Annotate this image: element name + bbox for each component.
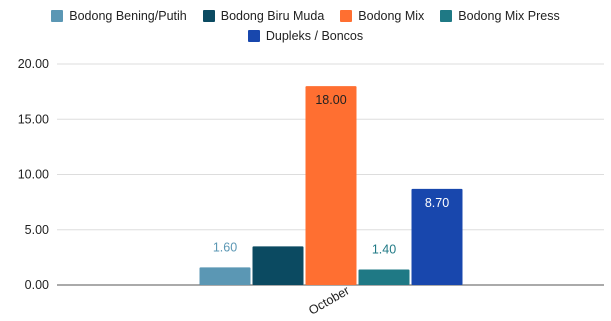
legend-label: Dupleks / Boncos — [265, 29, 364, 43]
legend-item: Bodong Mix Press — [440, 9, 560, 23]
y-tick-label: 0.00 — [25, 278, 49, 292]
legend-swatch — [51, 10, 64, 22]
bar — [199, 267, 251, 285]
legend-swatch — [247, 30, 260, 42]
y-tick-label: 20.00 — [18, 57, 49, 71]
legend-item: Bodong Biru Muda — [202, 9, 325, 23]
bar — [305, 86, 357, 285]
y-tick-label: 5.00 — [25, 223, 49, 237]
legend-label: Bodong Biru Muda — [220, 9, 325, 23]
y-tick-label: 10.00 — [18, 168, 49, 182]
x-tick-label: October — [306, 283, 352, 317]
legend-swatch — [440, 10, 453, 22]
legend-item: Bodong Mix — [340, 9, 424, 23]
data-label: 18.00 — [315, 93, 346, 107]
legend-label: Bodong Mix — [358, 9, 425, 23]
chart-legend: Bodong Bening/Putih Bodong Biru Muda Bodon… — [0, 6, 611, 46]
legend-item: Dupleks / Boncos — [247, 29, 364, 43]
legend-row: Bodong Bening/Putih Bodong Biru Muda Bodon… — [0, 6, 611, 26]
data-label: 8.70 — [425, 196, 449, 210]
legend-label: Bodong Mix Press — [458, 9, 560, 23]
legend-label: Bodong Bening/Putih — [69, 9, 187, 23]
bar — [358, 269, 410, 285]
bar — [411, 188, 463, 285]
legend-item: Bodong Bening/Putih — [51, 9, 187, 23]
legend-swatch — [340, 10, 353, 22]
legend-swatch — [202, 10, 215, 22]
bar — [252, 246, 304, 285]
data-label: 1.60 — [213, 240, 237, 254]
y-tick-label: 15.00 — [18, 112, 49, 126]
data-label: 1.40 — [372, 243, 396, 257]
legend-row: Dupleks / Boncos — [0, 26, 611, 46]
